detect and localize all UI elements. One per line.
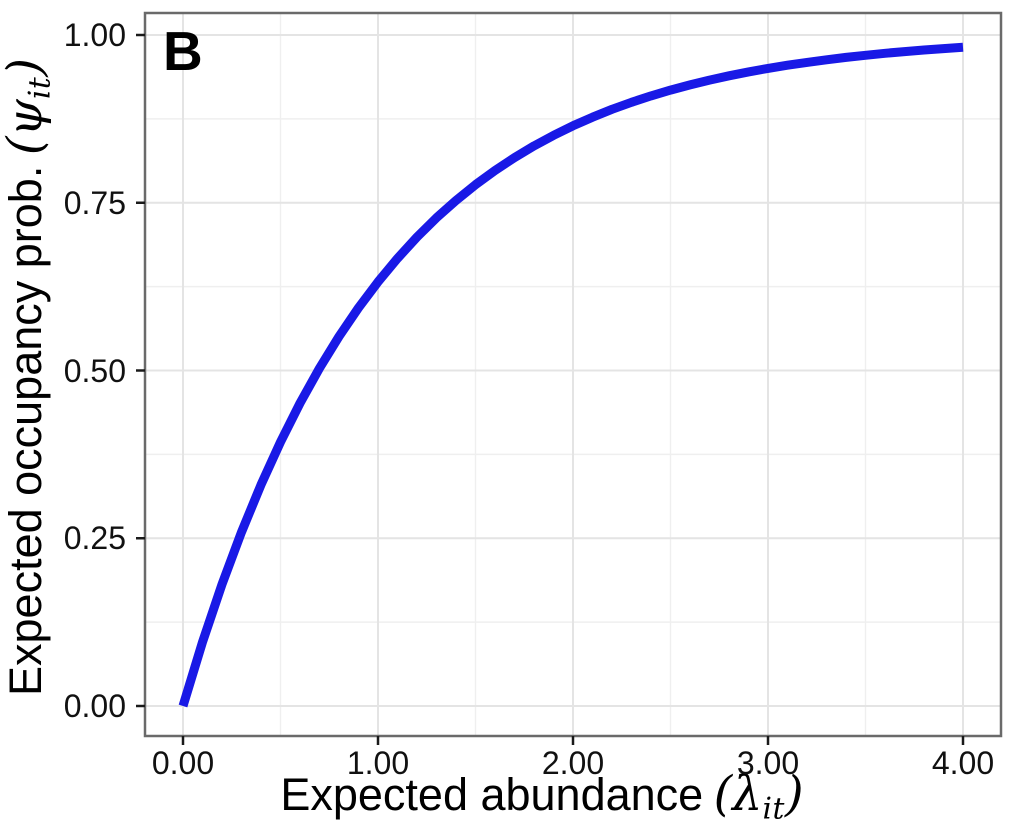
expected-occupancy-curve: [178, 42, 964, 708]
y-tick-label: 0.00: [63, 688, 126, 724]
x-axis-title-text: Expected abundance: [280, 769, 704, 820]
y-axis-math-open-paren: (: [0, 136, 53, 156]
x-axis-math-open-paren: (: [713, 767, 733, 822]
x-axis-math-close-paren: ): [785, 767, 804, 822]
psi-symbol: ψ: [0, 99, 53, 137]
x-tick-label: 0.00: [151, 745, 215, 781]
y-axis-title-text: Expected occupancy prob.: [0, 165, 51, 696]
y-tick-label: 0.50: [63, 352, 126, 389]
y-tick-label: 0.25: [63, 520, 126, 557]
x-tick-label: 2.00: [541, 745, 605, 781]
y-axis-title-math: (ψit): [0, 58, 57, 156]
x-axis-math-subscript: it: [762, 791, 786, 826]
y-axis-math-subscript: it: [22, 76, 57, 100]
y-axis-math-close-paren: ): [0, 58, 53, 77]
x-tick-label: 3.00: [736, 745, 800, 781]
x-axis-title: Expected abundance (λit): [142, 770, 942, 826]
y-tick-label: 1.00: [63, 17, 126, 53]
x-axis-title-math: (λit): [713, 767, 804, 826]
x-tick-label: 4.00: [931, 745, 995, 781]
y-tick-label: 0.75: [63, 184, 126, 221]
lambda-symbol: λ: [732, 767, 763, 822]
x-tick-label: 1.00: [346, 745, 410, 781]
panel-label: B: [163, 20, 203, 82]
